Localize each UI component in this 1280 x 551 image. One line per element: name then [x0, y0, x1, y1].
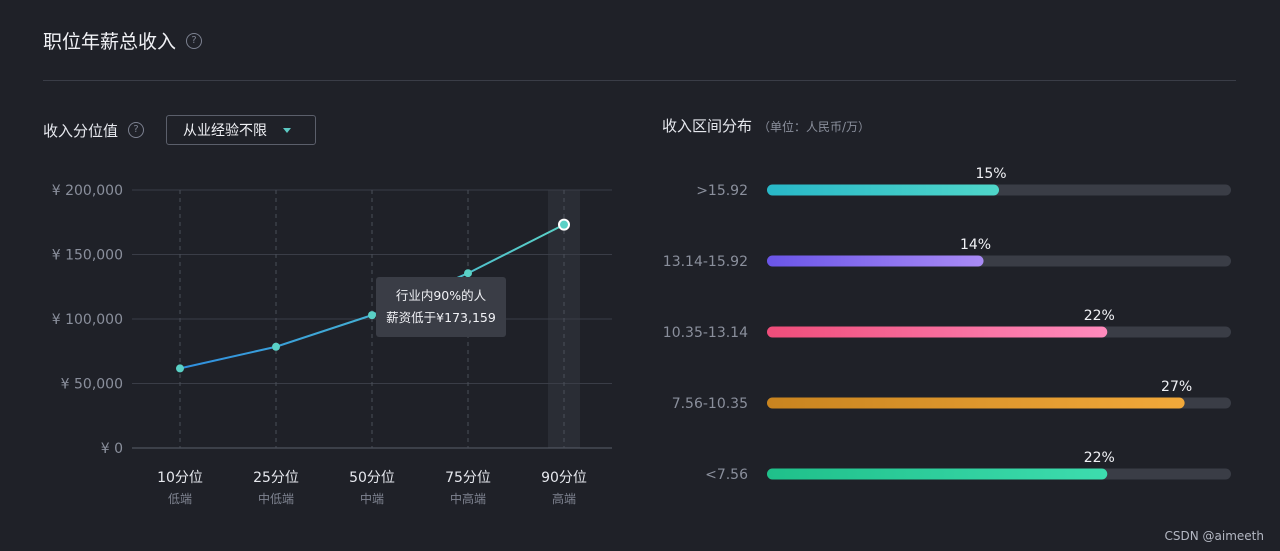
bar-track: [767, 468, 1231, 480]
bar-category-label: 10.35-13.14: [663, 325, 748, 341]
bar-value-label: 22%: [1084, 450, 1115, 466]
bar-track: [767, 397, 1231, 409]
data-point[interactable]: [464, 269, 472, 278]
x-sub-label: 高端: [552, 491, 576, 506]
header-divider: [43, 80, 1236, 81]
bar-fill: [767, 326, 1108, 338]
data-point[interactable]: [368, 311, 376, 320]
percentile-title: 收入分位值: [43, 121, 119, 140]
x-sub-label: 中高端: [450, 491, 486, 506]
x-sub-label: 中端: [360, 491, 384, 506]
bar-fill: [767, 255, 984, 267]
distribution-unit: （单位：人民币/万）: [758, 120, 871, 134]
bar-value-label: 14%: [960, 237, 991, 253]
bar-value-label: 27%: [1161, 379, 1192, 395]
distribution-title: 收入区间分布: [662, 117, 753, 135]
bar-category-label: 7.56-10.35: [672, 396, 748, 412]
data-point[interactable]: [272, 342, 280, 351]
x-tick-label: 50分位: [349, 470, 395, 486]
bar-fill: [767, 184, 999, 196]
y-tick-label: ¥ 50,000: [61, 377, 123, 393]
y-tick-label: ¥ 0: [101, 441, 123, 457]
data-point[interactable]: [176, 364, 184, 373]
bar-value-label: 22%: [1084, 308, 1115, 324]
percentile-line-chart: ¥ 0 ¥ 50,000 ¥ 100,000 ¥ 150,000 ¥ 200,000 10…: [52, 183, 612, 506]
y-tick-label: ¥ 200,000: [52, 183, 123, 199]
x-sub-label: 低端: [168, 492, 192, 506]
x-tick-label: 25分位: [253, 470, 299, 486]
tooltip-line-2: 薪资低于¥173,159: [386, 310, 496, 325]
y-tick-label: ¥ 150,000: [52, 248, 123, 264]
question-circle-icon[interactable]: ?: [186, 32, 203, 49]
bar-fill: [767, 397, 1185, 409]
watermark: CSDN @aimeeth: [1164, 529, 1264, 543]
y-tick-label: ¥ 100,000: [52, 312, 123, 328]
experience-select-value: 从业经验不限: [183, 123, 268, 139]
x-tick-label: 10分位: [157, 470, 203, 486]
chart-tooltip: 行业内90%的人 薪资低于¥173,159: [376, 277, 506, 337]
bar-fill: [767, 468, 1108, 480]
page-header: 职位年薪总收入 ?: [43, 27, 203, 54]
data-point[interactable]: [558, 218, 570, 231]
tooltip-line-1: 行业内90%的人: [395, 288, 487, 303]
question-circle-icon[interactable]: ?: [128, 122, 145, 138]
x-sub-label: 中低端: [258, 491, 294, 506]
percentile-panel-header: 收入分位值 ? 从业经验不限: [43, 115, 317, 145]
bar-category-label: 13.14-15.92: [663, 254, 748, 270]
experience-select[interactable]: 从业经验不限: [166, 115, 317, 145]
bar-value-label: 15%: [975, 166, 1006, 182]
page-title: 职位年薪总收入: [43, 31, 177, 53]
caret-down-icon: [283, 127, 292, 133]
bar-category-label: <7.56: [705, 467, 748, 483]
x-tick-label: 90分位: [541, 470, 587, 486]
bar-category-label: >15.92: [696, 183, 748, 199]
bar-track: [767, 184, 1231, 196]
distribution-panel-header: 收入区间分布 （单位：人民币/万）: [662, 115, 870, 136]
x-tick-label: 75分位: [445, 470, 491, 486]
bar-track: [767, 326, 1231, 338]
bar-track: [767, 255, 1231, 267]
